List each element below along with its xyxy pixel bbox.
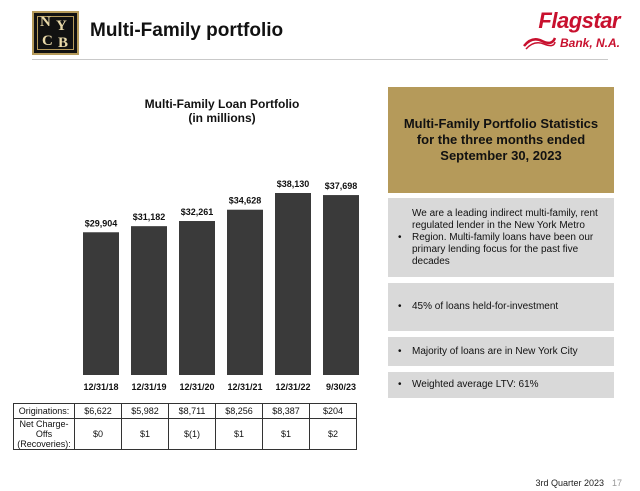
value-label-5: $37,698 [325, 181, 358, 191]
stats-header-text: Multi-Family Portfolio Statistics for th… [403, 116, 599, 163]
category-label-4: 12/31/22 [275, 382, 310, 392]
chart-title-block: Multi-Family Loan Portfolio (in millions… [90, 97, 354, 125]
flagstar-logo-sub: Bank, N.A. [559, 36, 620, 50]
stats-header: Multi-Family Portfolio Statistics for th… [388, 87, 614, 193]
page-title: Multi-Family portfolio [90, 20, 284, 41]
logo-letter-y: Y [56, 18, 67, 34]
table-row-originations: Originations: $6,622 $5,982 $8,711 $8,25… [13, 403, 357, 419]
chart-subtitle: (in millions) [188, 111, 256, 125]
table-cell: $8,387 [262, 403, 310, 419]
bar-1 [131, 226, 167, 375]
table-cell: $5,982 [121, 403, 169, 419]
flagstar-logo-name: Flagstar [538, 8, 620, 33]
flag-swoosh-icon [523, 37, 556, 50]
table-row-label: Originations: [13, 403, 75, 419]
bullet-icon: • [398, 379, 402, 390]
loan-data-table: Originations: $6,622 $5,982 $8,711 $8,25… [13, 403, 357, 450]
table-cell: $1 [215, 418, 263, 450]
bullet-icon: • [398, 301, 402, 312]
value-label-3: $34,628 [229, 196, 262, 206]
table-row-net-charge-offs: Net Charge-Offs (Recoveries): $0 $1 $(1)… [13, 418, 357, 450]
value-label-0: $29,904 [85, 218, 118, 228]
table-cell: $8,711 [168, 403, 216, 419]
flagstar-logo: Flagstar Bank, N.A. [520, 8, 620, 54]
logo-letter-c: C [42, 33, 53, 49]
category-label-5: 9/30/23 [326, 382, 356, 392]
table-cell: $2 [309, 418, 357, 450]
table-cell: $1 [262, 418, 310, 450]
logo-letter-n: N [40, 14, 51, 30]
bullet-icon: • [398, 231, 402, 243]
stat-item-text: Weighted average LTV: 61% [412, 379, 539, 390]
bar-chart: $29,904 12/31/18 $31,182 12/31/19 $32,261 12/… [83, 179, 359, 392]
category-label-1: 12/31/19 [131, 382, 166, 392]
stat-item: • Weighted average LTV: 61% [388, 372, 614, 398]
table-cell: $0 [74, 418, 122, 450]
bullet-icon: • [398, 345, 402, 357]
stat-item: • We are a leading indirect multi-family… [388, 198, 614, 277]
stat-item: • 45% of loans held-for-investment [388, 283, 614, 331]
title-divider [32, 59, 608, 60]
footer-text: 3rd Quarter 2023 [535, 478, 604, 488]
value-label-4: $38,130 [277, 179, 310, 189]
category-label-0: 12/31/18 [83, 382, 118, 392]
stat-item: • Majority of loans are in New York City [388, 337, 614, 366]
table-row-label: Net Charge-Offs (Recoveries): [13, 418, 75, 450]
bar-5 [323, 195, 359, 375]
bar-3 [227, 209, 263, 375]
category-label-3: 12/31/21 [227, 382, 262, 392]
nycb-logo: N Y C B [32, 11, 79, 55]
bar-2 [179, 221, 215, 375]
table-cell: $8,256 [215, 403, 263, 419]
stat-item-text: 45% of loans held-for-investment [412, 301, 559, 312]
category-label-2: 12/31/20 [179, 382, 214, 392]
value-label-2: $32,261 [181, 207, 214, 217]
bar-4 [275, 193, 311, 375]
value-label-1: $31,182 [133, 212, 166, 222]
chart-title: Multi-Family Loan Portfolio [144, 97, 300, 111]
stat-item-text: Majority of loans are in New York City [412, 345, 578, 357]
logo-letter-b: B [58, 35, 69, 51]
stat-item-text: We are a leading indirect multi-family, … [412, 207, 598, 267]
table-cell: $6,622 [74, 403, 122, 419]
bar-0 [83, 232, 119, 375]
table-cell: $(1) [168, 418, 216, 450]
table-cell: $204 [309, 403, 357, 419]
page-number: 17 [611, 478, 622, 488]
table-cell: $1 [121, 418, 169, 450]
